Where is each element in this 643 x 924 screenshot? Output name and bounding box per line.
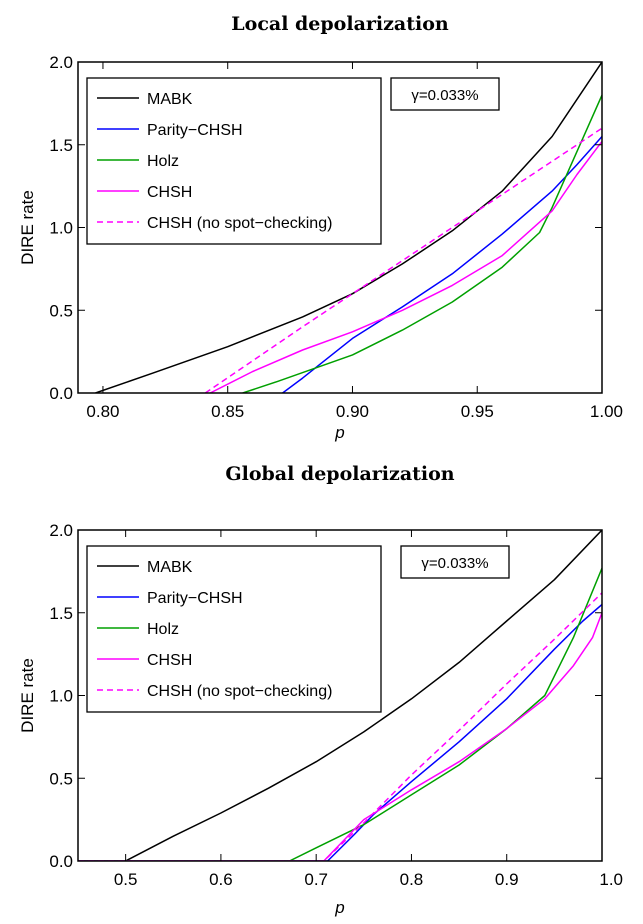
legend-label: Parity−CHSH <box>147 590 243 607</box>
x-tick-label: 1.00 <box>590 402 623 421</box>
series-line-holz <box>242 94 602 393</box>
x-tick-label: 0.95 <box>461 402 494 421</box>
annotation-box <box>400 545 510 579</box>
y-axis-label: DIRE rate <box>18 190 37 265</box>
x-tick-label: 0.90 <box>336 402 369 421</box>
series-line-mabk <box>95 62 602 393</box>
legend-label: Holz <box>147 621 179 638</box>
x-tick-label: 0.6 <box>209 870 233 889</box>
x-axis-label: p <box>334 423 344 442</box>
annotation-box <box>390 77 500 111</box>
x-tick-label: 1.0 <box>599 870 623 889</box>
legend-label: CHSH (no spot−checking) <box>147 215 332 232</box>
legend-label: Parity−CHSH <box>147 122 243 139</box>
legend-label: CHSH (no spot−checking) <box>147 683 332 700</box>
chart-title: Global depolarization <box>225 463 454 485</box>
series-line-chsh <box>209 140 602 393</box>
annotation-text: γ=0.033% <box>411 87 478 104</box>
series-group <box>95 62 602 393</box>
legend-label: CHSH <box>147 652 192 669</box>
y-tick-label: 1.0 <box>49 219 73 238</box>
x-tick-label: 0.85 <box>211 402 244 421</box>
legend-label: CHSH <box>147 184 192 201</box>
x-tick-label: 0.80 <box>86 402 119 421</box>
y-tick-label: 2.0 <box>49 521 73 540</box>
legend-label: MABK <box>147 559 193 576</box>
series-group <box>78 530 602 861</box>
y-tick-label: 1.5 <box>49 604 73 623</box>
y-tick-label: 0.5 <box>49 769 73 788</box>
series-line-mabk <box>78 530 602 861</box>
x-axis-label: p <box>334 898 344 917</box>
series-line-chsh-no-spot-checking- <box>78 592 602 861</box>
legend-label: Holz <box>147 153 179 170</box>
y-axis-label: DIRE rate <box>18 658 37 733</box>
chart-title: Local depolarization <box>231 13 449 35</box>
legend: MABK Parity−CHSH Holz CHSH CHSH (no spot−che… <box>86 77 382 245</box>
series-line-holz <box>78 567 602 861</box>
x-tick-label: 0.9 <box>495 870 519 889</box>
y-tick-label: 2.0 <box>49 53 73 72</box>
y-tick-label: 0.0 <box>49 852 73 871</box>
x-tick-label: 0.7 <box>304 870 328 889</box>
chart-panel-2: Global depolarization 0.5 0.6 0.7 0.8 0.9 1.0 0… <box>18 463 623 917</box>
y-tick-label: 1.5 <box>49 136 73 155</box>
legend-label: MABK <box>147 91 193 108</box>
y-tick-label: 1.0 <box>49 687 73 706</box>
y-tick-label: 0.0 <box>49 384 73 403</box>
series-line-chsh <box>78 612 602 861</box>
y-tick-label: 0.5 <box>49 301 73 320</box>
series-line-parity-chsh <box>282 136 602 393</box>
x-tick-label: 0.8 <box>400 870 424 889</box>
legend-box <box>86 545 382 713</box>
x-tick-label: 0.5 <box>114 870 138 889</box>
legend: MABK Parity−CHSH Holz CHSH CHSH (no spot−che… <box>86 545 382 713</box>
annotation-text: γ=0.033% <box>421 555 488 572</box>
legend-box <box>86 77 382 245</box>
series-line-parity-chsh <box>78 603 602 861</box>
